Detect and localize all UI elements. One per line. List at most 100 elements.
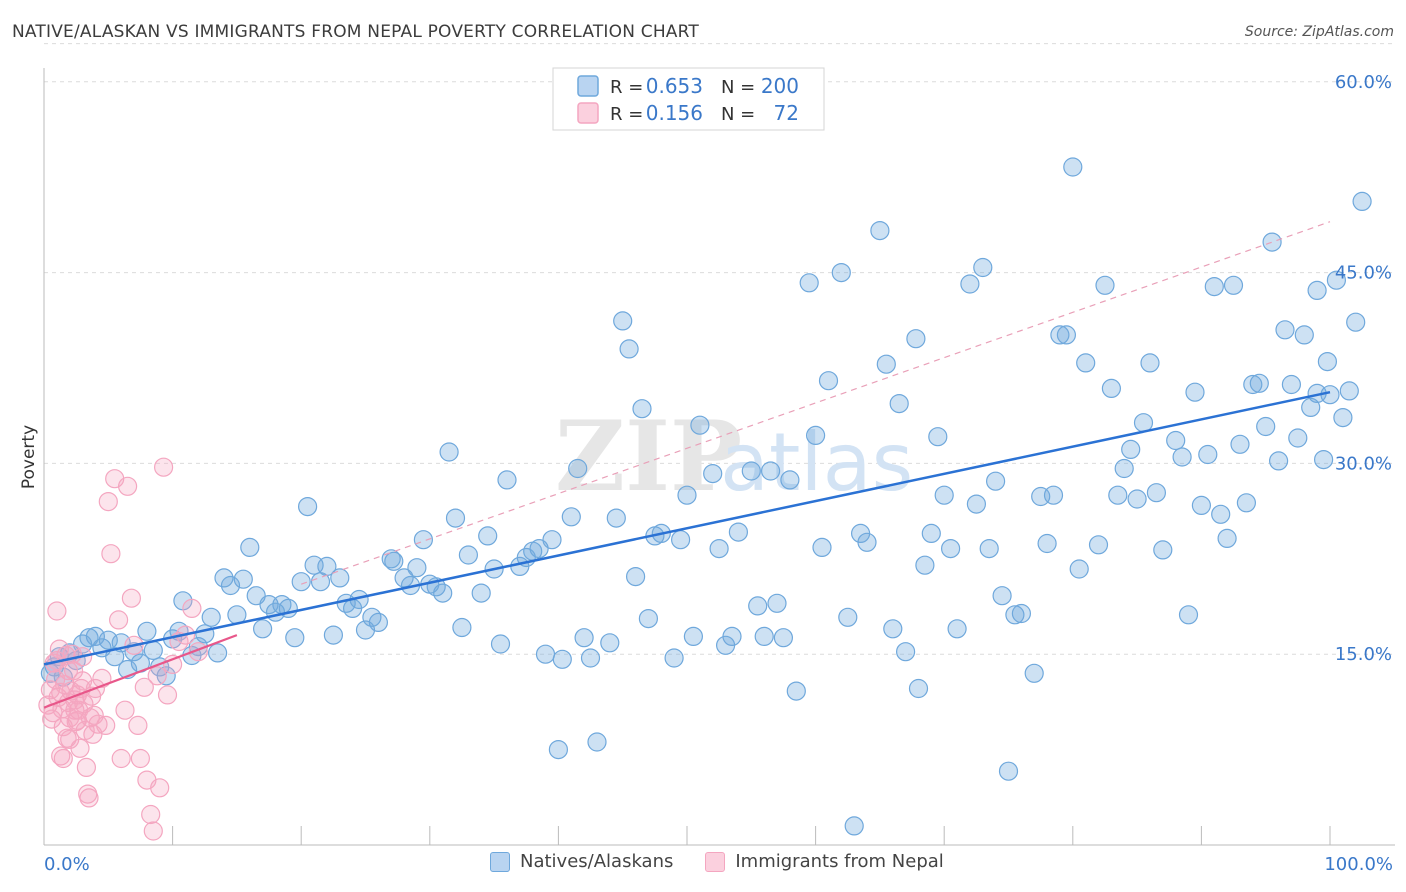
point-natives <box>883 619 903 639</box>
point-natives <box>838 607 858 627</box>
point-natives <box>799 273 819 293</box>
point-nepal <box>143 821 163 841</box>
point-nepal <box>65 700 85 720</box>
point-natives <box>1217 528 1237 549</box>
stats-legend-swatch <box>577 102 599 124</box>
point-natives <box>831 263 851 283</box>
x-tick-label: 0.0% <box>44 854 90 875</box>
point-natives <box>1127 489 1147 509</box>
point-natives <box>908 678 929 699</box>
point-natives <box>921 523 941 544</box>
point-natives <box>452 617 472 638</box>
point-nepal <box>128 715 148 736</box>
point-natives <box>844 816 864 836</box>
point-natives <box>1262 232 1282 252</box>
point-natives <box>1333 408 1353 428</box>
trend-lines <box>43 221 1331 709</box>
point-nepal <box>134 677 154 697</box>
point-nepal <box>92 668 112 689</box>
point-natives <box>1037 533 1057 554</box>
point-nepal <box>58 661 79 681</box>
point-natives <box>1043 485 1064 505</box>
legend-swatch-natives <box>490 851 510 872</box>
point-natives <box>1256 416 1276 437</box>
point-nepal <box>130 748 150 769</box>
chart-title: NATIVE/ALASKAN VS IMMIGRANTS FROM NEPAL … <box>12 22 699 42</box>
point-nepal <box>47 601 67 621</box>
point-natives <box>1172 447 1192 467</box>
watermark-zip: ZIP <box>555 400 742 513</box>
point-natives <box>1101 378 1122 398</box>
point-natives <box>1307 280 1327 300</box>
x-tick-label: 100.0% <box>1324 854 1393 875</box>
trend-dashed-extension <box>301 221 1331 585</box>
stats-r-value: 0.156 <box>646 101 703 125</box>
point-natives <box>1095 275 1115 295</box>
point-natives <box>960 274 980 294</box>
point-natives <box>786 681 806 701</box>
point-natives <box>407 558 427 578</box>
legend-item-natives[interactable]: Natives/Alaskans <box>490 851 673 872</box>
point-nepal <box>154 457 174 477</box>
point-natives <box>362 607 382 627</box>
point-natives <box>992 586 1012 606</box>
point-natives <box>947 619 967 639</box>
point-natives <box>613 311 633 331</box>
point-natives <box>253 619 273 639</box>
point-natives <box>889 394 909 414</box>
point-natives <box>1146 483 1167 503</box>
point-natives <box>1249 373 1269 393</box>
point-natives <box>233 569 253 589</box>
point-natives <box>998 761 1019 781</box>
legend-item-nepal[interactable]: Immigrants from Nepal <box>705 851 944 872</box>
point-nepal <box>147 666 167 686</box>
stats-r-label: R = <box>610 104 643 125</box>
point-natives <box>1140 353 1160 373</box>
point-natives <box>195 624 215 644</box>
point-natives <box>973 257 993 278</box>
point-natives <box>1056 325 1077 345</box>
point-natives <box>1339 381 1359 401</box>
point-natives <box>754 626 774 647</box>
point-natives <box>1108 485 1128 505</box>
point-natives <box>748 596 768 616</box>
point-nepal <box>51 746 71 766</box>
point-natives <box>298 497 318 517</box>
point-nepal <box>101 544 121 564</box>
point-nepal <box>163 654 183 675</box>
point-natives <box>1153 540 1173 560</box>
point-natives <box>1063 157 1083 177</box>
point-natives <box>818 371 839 391</box>
point-natives <box>458 545 478 565</box>
tick-labels: 15.0% 30.0% 45.0% 60.0% 0.0% 100.0% Poverty <box>19 72 1393 875</box>
point-natives <box>741 461 761 481</box>
point-natives <box>979 538 999 559</box>
point-natives <box>906 329 926 349</box>
point-nepal <box>108 610 129 630</box>
point-natives <box>201 607 221 627</box>
point-natives <box>632 399 652 419</box>
point-natives <box>552 649 572 669</box>
point-natives <box>478 526 498 546</box>
point-natives <box>934 485 954 505</box>
stats-n-label: N = <box>721 104 755 125</box>
point-natives <box>1326 270 1347 290</box>
point-natives <box>1069 559 1089 579</box>
point-natives <box>1281 374 1302 395</box>
point-natives <box>1268 451 1289 471</box>
point-natives <box>767 593 787 613</box>
trend-line-nepal <box>43 634 238 709</box>
point-natives <box>587 732 607 752</box>
point-natives <box>606 508 626 528</box>
point-natives <box>985 471 1006 491</box>
point-natives <box>137 621 157 641</box>
point-natives <box>208 643 228 663</box>
point-natives <box>1352 191 1372 211</box>
point-natives <box>548 739 569 760</box>
point-natives <box>1121 439 1141 459</box>
point-natives <box>445 508 466 528</box>
series-legend: Natives/Alaskans Immigrants from Nepal <box>490 851 976 872</box>
point-natives <box>619 339 639 359</box>
point-natives <box>323 625 343 645</box>
